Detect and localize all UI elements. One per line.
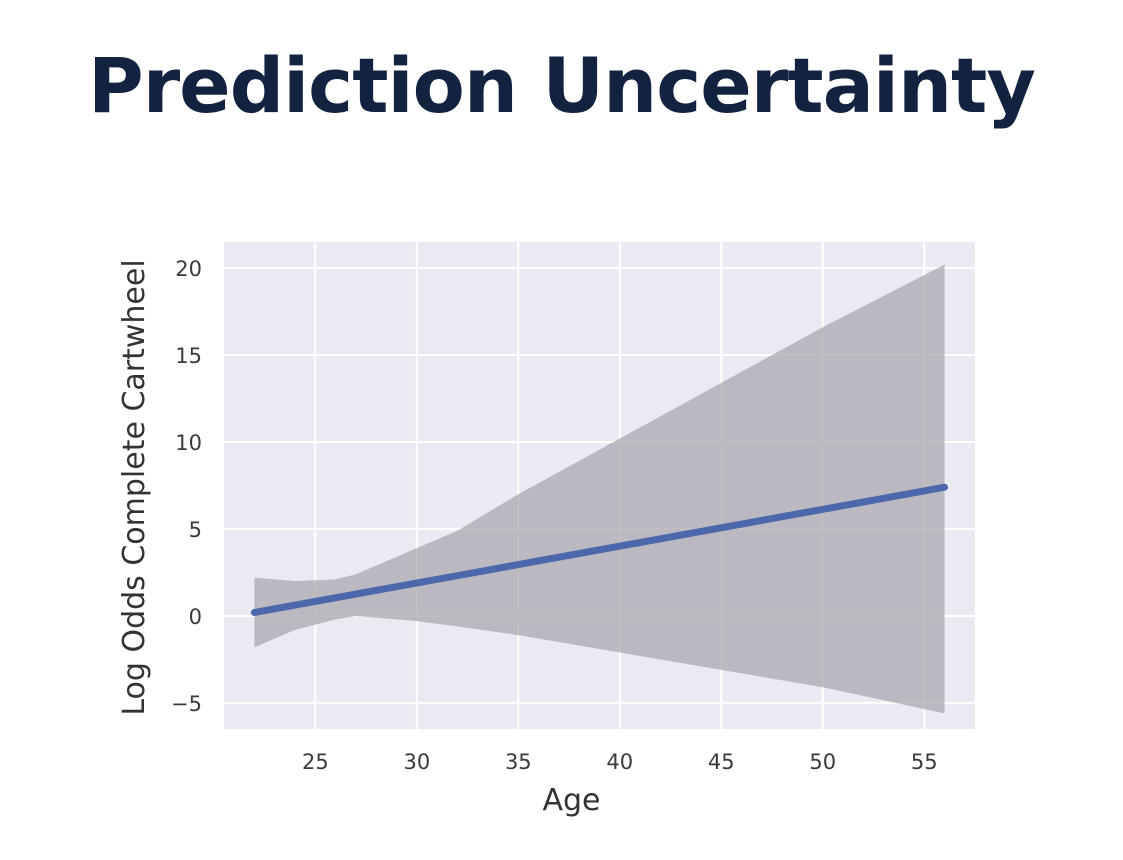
x-tick-label: 50 bbox=[809, 750, 836, 774]
y-tick-label: 0 bbox=[189, 605, 202, 629]
y-tick-labels: −5 0 5 10 15 20 bbox=[171, 257, 202, 716]
y-tick-label: 10 bbox=[175, 431, 202, 455]
x-tick-label: 55 bbox=[911, 750, 938, 774]
x-tick-labels: 25 30 35 40 45 50 55 bbox=[302, 750, 938, 774]
y-axis-label: Log Odds Complete Cartwheel bbox=[117, 259, 152, 715]
y-tick-label: 15 bbox=[175, 344, 202, 368]
slide-title: Prediction Uncertainty bbox=[88, 41, 1036, 130]
x-tick-label: 30 bbox=[403, 750, 430, 774]
x-tick-label: 25 bbox=[302, 750, 329, 774]
y-tick-label: −5 bbox=[171, 692, 202, 716]
x-tick-label: 40 bbox=[606, 750, 633, 774]
y-tick-label: 20 bbox=[175, 257, 202, 281]
series-line-0 bbox=[250, 483, 949, 616]
x-tick-label: 35 bbox=[505, 750, 532, 774]
x-tick-label: 45 bbox=[708, 750, 735, 774]
y-tick-label: 5 bbox=[189, 518, 202, 542]
x-axis-label: Age bbox=[542, 783, 600, 818]
confidence-band bbox=[254, 264, 945, 714]
series-layer bbox=[250, 483, 949, 616]
